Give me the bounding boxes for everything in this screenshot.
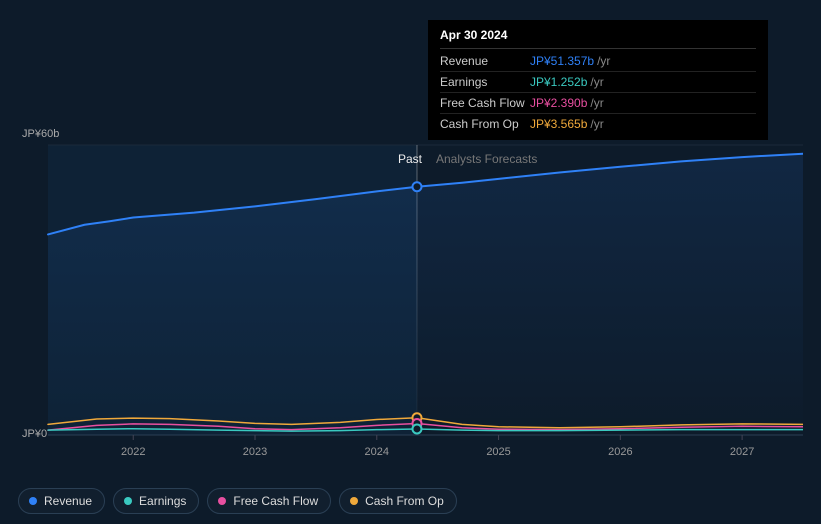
legend-swatch	[218, 497, 226, 505]
tooltip-metric-value: JP¥2.390b	[530, 96, 587, 110]
svg-text:2025: 2025	[486, 446, 510, 458]
region-label-past: Past	[398, 152, 422, 166]
legend-label: Earnings	[139, 494, 186, 508]
tooltip-row: EarningsJP¥1.252b/yr	[440, 72, 756, 93]
tooltip-metric-label: Free Cash Flow	[440, 96, 530, 110]
y-axis-top-label: JP¥60b	[22, 128, 59, 140]
legend-label: Free Cash Flow	[233, 494, 318, 508]
legend-label: Cash From Op	[365, 494, 444, 508]
svg-text:2024: 2024	[365, 446, 389, 458]
legend-label: Revenue	[44, 494, 92, 508]
legend-swatch	[124, 497, 132, 505]
svg-text:2023: 2023	[243, 446, 267, 458]
region-label-forecast: Analysts Forecasts	[436, 152, 537, 166]
tooltip-row: Cash From OpJP¥3.565b/yr	[440, 114, 756, 134]
legend-swatch	[350, 497, 358, 505]
tooltip-metric-label: Cash From Op	[440, 117, 530, 131]
y-axis-zero-label: JP¥0	[22, 428, 47, 440]
legend-swatch	[29, 497, 37, 505]
tooltip-metric-unit: /yr	[597, 54, 610, 68]
tooltip-metric-label: Revenue	[440, 54, 530, 68]
tooltip-metric-unit: /yr	[590, 96, 603, 110]
x-axis: 2022 2023 2024 2025 2026 2027	[121, 435, 754, 458]
chart-tooltip: Apr 30 2024 RevenueJP¥51.357b/yrEarnings…	[428, 20, 768, 140]
tooltip-metric-unit: /yr	[590, 117, 603, 131]
tooltip-row: RevenueJP¥51.357b/yr	[440, 51, 756, 72]
legend-item[interactable]: Cash From Op	[339, 488, 457, 514]
legend-item[interactable]: Revenue	[18, 488, 105, 514]
tooltip-metric-unit: /yr	[590, 75, 603, 89]
financial-chart: JP¥60b JP¥0 Past Analysts Forecasts 2022…	[18, 20, 803, 480]
svg-text:2022: 2022	[121, 446, 145, 458]
chart-legend: Revenue Earnings Free Cash Flow Cash From O…	[18, 488, 457, 514]
tooltip-row: Free Cash FlowJP¥2.390b/yr	[440, 93, 756, 114]
svg-text:2027: 2027	[730, 446, 754, 458]
tooltip-metric-value: JP¥51.357b	[530, 54, 594, 68]
legend-item[interactable]: Earnings	[113, 488, 199, 514]
tooltip-metric-value: JP¥1.252b	[530, 75, 587, 89]
svg-text:2026: 2026	[608, 446, 632, 458]
tooltip-metric-label: Earnings	[440, 75, 530, 89]
tooltip-metric-value: JP¥3.565b	[530, 117, 587, 131]
tooltip-date: Apr 30 2024	[440, 28, 756, 49]
legend-item[interactable]: Free Cash Flow	[207, 488, 331, 514]
